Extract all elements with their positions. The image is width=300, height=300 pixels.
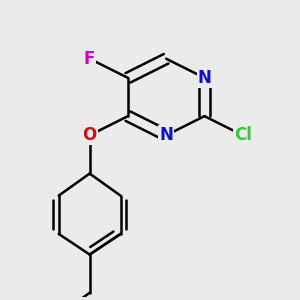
Text: N: N [197,69,212,87]
Text: N: N [159,126,173,144]
Text: F: F [84,50,95,68]
Text: Cl: Cl [234,126,252,144]
Text: O: O [82,126,97,144]
